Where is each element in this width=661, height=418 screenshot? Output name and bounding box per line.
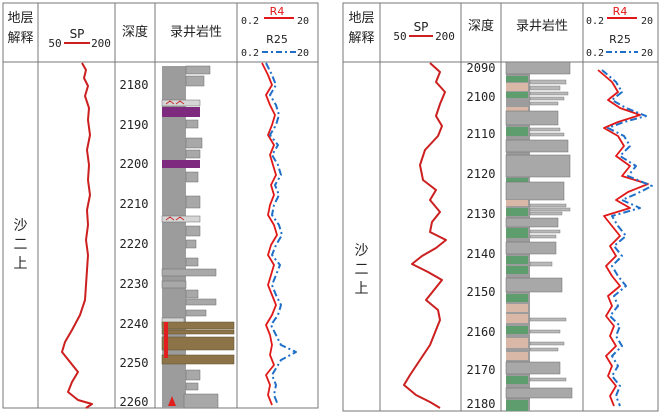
depth-tick: 2250 [120, 356, 149, 370]
right-depth-column: 2090 2100 2110 2120 2130 2140 2150 2160 … [467, 61, 496, 411]
formation-char-2: 二 [14, 237, 28, 253]
depth-tick: 2230 [120, 277, 149, 291]
sp-scale-min: 50 [48, 37, 61, 50]
depth-tick: 2120 [467, 167, 496, 181]
formation-char-2: 二 [355, 262, 369, 278]
r25-header-label: R25 [609, 33, 631, 46]
depth-tick: 2240 [120, 317, 149, 331]
depth-tick: 2200 [120, 157, 149, 171]
depth-header: 深度 [468, 18, 494, 34]
right-lithology-column [505, 61, 573, 411]
r25-scale-min: 0.2 [586, 48, 604, 59]
r25-scale-max: 20 [641, 48, 653, 59]
r25-curve-right [601, 69, 653, 407]
depth-tick: 2140 [467, 247, 496, 261]
r4-scale-max: 20 [297, 16, 309, 27]
left-depth-column: 2180 2190 2200 2210 2220 2230 2240 2250 … [120, 78, 149, 409]
r4-scale-max: 20 [641, 16, 653, 27]
r4-curve-left [261, 62, 278, 406]
depth-tick: 2170 [467, 363, 496, 377]
lithology-header: 录井岩性 [170, 25, 222, 40]
sp-header-label: SP [414, 20, 429, 34]
depth-tick: 2180 [467, 397, 496, 411]
lithology-header: 录井岩性 [516, 19, 568, 34]
r4-header-label: R4 [613, 5, 628, 18]
right-log-panel: 地层 解释 SP 50 200 深度 录井岩性 R4 0.2 20 R25 0.… [342, 2, 659, 412]
sp-header-label: SP [70, 27, 85, 41]
depth-tick: 2210 [120, 197, 149, 211]
depth-tick: 2180 [120, 78, 149, 92]
depth-tick: 2110 [467, 127, 496, 141]
r4-scale-min: 0.2 [586, 16, 604, 27]
depth-tick: 2100 [467, 90, 496, 104]
r4-header-label: R4 [270, 5, 285, 18]
depth-header: 深度 [122, 24, 148, 40]
formation-char-1: 沙 [14, 218, 28, 234]
sp-scale-max: 200 [435, 30, 455, 43]
sp-curve-left [61, 62, 93, 409]
formation-char-1: 沙 [355, 243, 369, 259]
depth-tick: 2220 [120, 237, 149, 251]
r4-scale-min: 0.2 [241, 16, 259, 27]
log-curves [61, 62, 653, 409]
depth-tick: 2160 [467, 325, 496, 339]
left-lithology-column [161, 65, 235, 409]
sp-scale-max: 200 [91, 37, 111, 50]
r4-curve-right [597, 69, 649, 407]
sp-scale-min: 50 [393, 30, 406, 43]
r25-curve-left [265, 62, 297, 406]
formation-char-3: 上 [14, 256, 28, 272]
r25-scale-min: 0.2 [241, 48, 259, 59]
sp-curve-right [403, 62, 447, 409]
formation-char-3: 上 [355, 281, 369, 297]
depth-tick: 2190 [120, 118, 149, 132]
depth-tick: 2130 [467, 207, 496, 221]
header-interpretation-line1: 地层 [348, 11, 374, 26]
r25-header-label: R25 [266, 33, 288, 46]
header-interpretation-line2: 解释 [7, 31, 33, 46]
depth-tick: 2090 [467, 61, 496, 75]
depth-tick: 2150 [467, 285, 496, 299]
depth-tick: 2260 [120, 395, 149, 409]
r25-scale-max: 20 [297, 48, 309, 59]
header-interpretation-line2: 解释 [348, 31, 374, 46]
header-interpretation-line1: 地层 [7, 11, 33, 26]
